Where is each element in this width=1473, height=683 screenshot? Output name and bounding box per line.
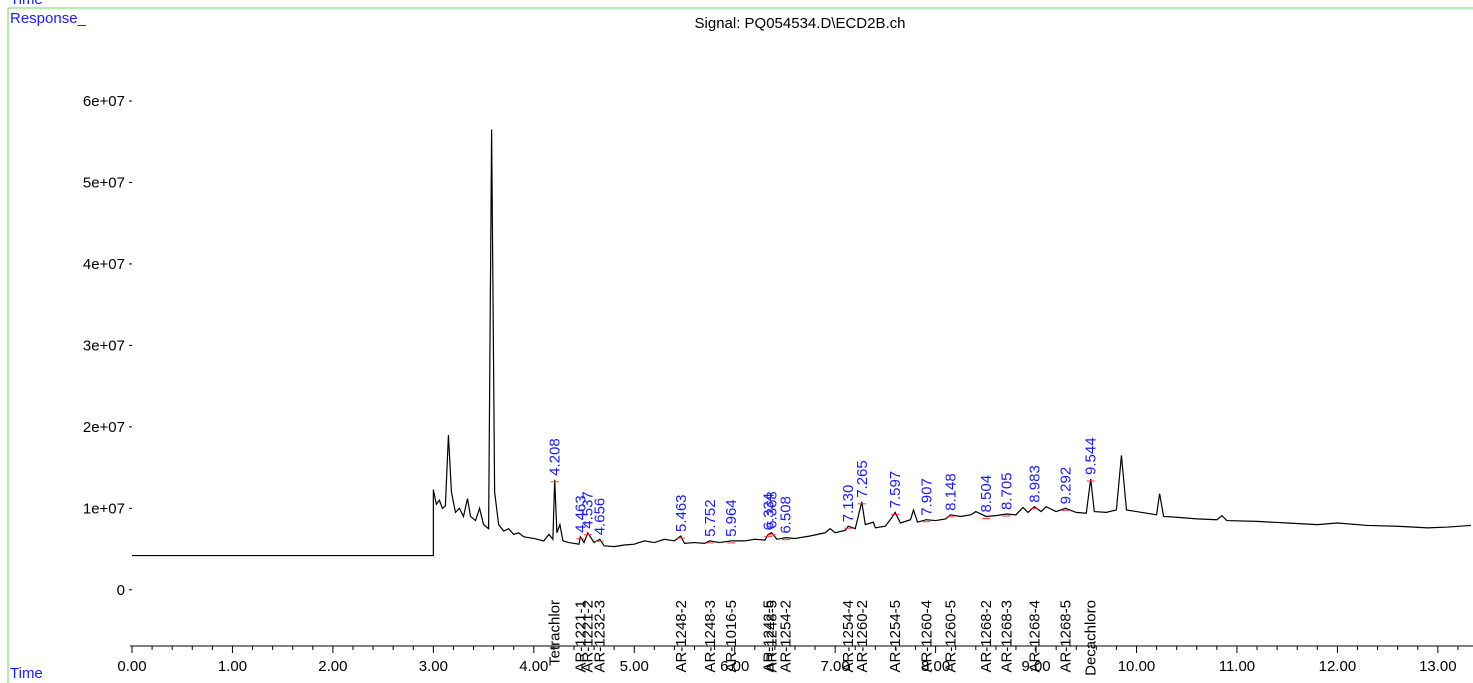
y-tick-label: 1e+07 (83, 500, 125, 517)
peak-label: 6.508 (778, 496, 795, 534)
peak-label: 5.964 (723, 499, 740, 537)
compound-label: AR-1260-4 (918, 600, 935, 673)
peak-label: 4.208 (547, 438, 564, 476)
x-tick-label: 2.00 (318, 658, 347, 675)
compound-label: AR-1242-5 (760, 600, 777, 673)
peak-label: 4.537 (580, 491, 597, 529)
compound-label: Decachloro (1083, 600, 1100, 676)
peak-label: 5.752 (702, 499, 719, 537)
y-axis-label: Response_ (10, 10, 87, 27)
x-tick-label: 1.00 (218, 658, 247, 675)
compound-label: AR-1221-2 (580, 600, 597, 673)
peak-label: 8.148 (942, 473, 959, 511)
peak-label: 7.265 (854, 460, 871, 498)
top-label: Time (10, 0, 43, 8)
x-tick-label: 0.00 (117, 658, 146, 675)
x-tick-label: 5.00 (620, 658, 649, 675)
peak-label: 9.544 (1083, 437, 1100, 475)
chart-title: Signal: PQ054534.D\ECD2B.ch (695, 15, 906, 32)
compound-label: AR-1248-5 (764, 600, 781, 673)
x-tick-label: 8.00 (921, 658, 950, 675)
peak-label: 7.597 (887, 471, 904, 509)
y-tick-label: 3e+07 (83, 337, 125, 354)
x-tick-label: 13.00 (1419, 658, 1457, 675)
y-tick-label: 4e+07 (83, 256, 125, 273)
compound-label: AR-1016-5 (723, 600, 740, 673)
compound-label: AR-1248-3 (702, 600, 719, 673)
x-tick-label: 10.00 (1118, 658, 1156, 675)
x-tick-label: 6.00 (720, 658, 749, 675)
x-tick-label: 7.00 (821, 658, 850, 675)
x-tick-label: 11.00 (1219, 658, 1255, 675)
peak-label: 8.504 (978, 475, 995, 513)
peak-label: 7.907 (918, 478, 935, 516)
compound-label: AR-1254-2 (778, 600, 795, 673)
signal-trace (132, 129, 1472, 557)
compound-label: Tetrachlor (547, 600, 564, 666)
peak-label: 6.334 (760, 493, 777, 531)
peak-label: 7.130 (840, 485, 857, 523)
compound-label: AR-1268-3 (998, 600, 1015, 673)
x-tick-label: 3.00 (419, 658, 448, 675)
x-axis-label: Time (10, 665, 43, 682)
compound-label: AR-1268-5 (1057, 600, 1074, 673)
peak-label: 6.368 (764, 491, 781, 529)
x-tick-label: 12.00 (1319, 658, 1357, 675)
x-tick-label: 9.00 (1021, 658, 1050, 675)
compound-label: AR-1248-2 (673, 600, 690, 673)
compound-label: AR-1221-1 (572, 600, 589, 673)
compound-label: AR-1268-4 (1026, 600, 1043, 673)
y-tick-label: 2e+07 (83, 419, 125, 436)
compound-label: AR-1254-4 (840, 600, 857, 673)
peak-label: 8.705 (998, 472, 1015, 510)
compound-label: AR-1232-3 (592, 600, 609, 673)
x-tick-label: 4.00 (519, 658, 548, 675)
peak-label: 8.983 (1026, 465, 1043, 503)
compound-label: AR-1254-5 (887, 600, 904, 673)
peak-label: 4.463 (572, 495, 589, 533)
y-tick-label: 5e+07 (83, 174, 125, 191)
peak-label: 4.656 (592, 498, 609, 536)
compound-label: AR-1260-5 (942, 600, 959, 673)
peak-label: 9.292 (1057, 467, 1074, 505)
y-tick-label: 6e+07 (83, 93, 125, 110)
peak-label: 5.463 (673, 494, 690, 532)
y-tick-label: 0 (117, 582, 125, 599)
compound-label: AR-1268-2 (978, 600, 995, 673)
compound-label: AR-1260-2 (854, 600, 871, 673)
